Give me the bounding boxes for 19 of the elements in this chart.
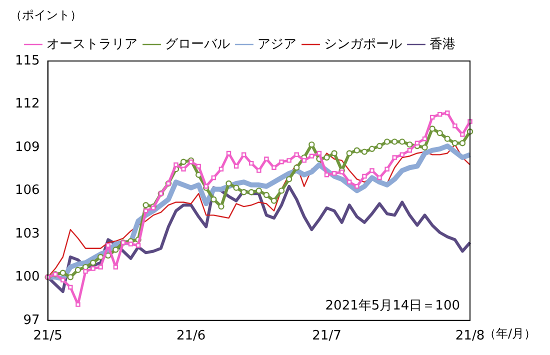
legend-label: シンガポール <box>324 36 402 52</box>
y-tick-label: 100 <box>14 270 40 285</box>
x-tick-label: 21/6 <box>176 328 206 344</box>
y-tick-label: 112 <box>14 96 40 112</box>
legend-label: 香港 <box>429 36 456 52</box>
legend-label: グローバル <box>164 36 230 52</box>
y-tick-label: 106 <box>14 183 40 198</box>
annotation: 2021年5月14日＝100 <box>325 298 460 314</box>
x-tick-label: 21/8 <box>455 328 485 344</box>
x-tick-label: 21/7 <box>312 328 342 344</box>
legend-label: オーストラリア <box>46 36 138 52</box>
y-axis-title: （ポイント） <box>10 8 82 22</box>
legend-label: アジア <box>257 36 296 52</box>
y-tick-label: 115 <box>14 53 40 68</box>
x-tick-label: 21/5 <box>33 328 62 344</box>
y-tick-label: 103 <box>14 226 40 242</box>
y-tick-label: 109 <box>14 140 40 155</box>
x-axis-title: （年/月） <box>484 326 536 341</box>
y-tick-label: 97 <box>23 312 40 328</box>
